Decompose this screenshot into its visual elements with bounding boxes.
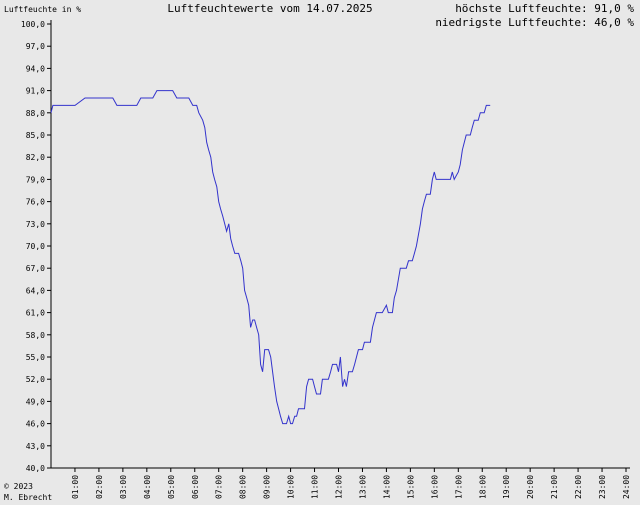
y-tick-label: 61,0 bbox=[26, 309, 45, 318]
y-tick-label: 55,0 bbox=[26, 353, 45, 362]
x-tick-label: 01:00 bbox=[71, 475, 80, 499]
y-axis-ticks: 100,0 97,0 94,0 91,0 88,0 85,0 82,0 79,0 76,0 73,… bbox=[21, 20, 51, 473]
x-tick-label: 16:00 bbox=[430, 475, 439, 499]
series-group bbox=[50, 90, 491, 425]
x-axis-ticks: 01:00 02:00 03:00 04:00 05:00 06:00 07:00 08:00… bbox=[71, 468, 631, 499]
y-tick-label: 82,0 bbox=[26, 153, 45, 162]
x-tick-label: 23:00 bbox=[598, 475, 607, 499]
copyright-year: © 2023 bbox=[4, 482, 33, 491]
x-tick-label: 19:00 bbox=[502, 475, 511, 499]
x-tick-label: 10:00 bbox=[287, 475, 296, 499]
x-tick-label: 14:00 bbox=[382, 475, 391, 499]
y-tick-label: 73,0 bbox=[26, 220, 45, 229]
chart-title: Luftfeuchtewerte vom 14.07.2025 bbox=[167, 2, 372, 15]
x-tick-label: 13:00 bbox=[358, 475, 367, 499]
y-tick-label: 64,0 bbox=[26, 286, 45, 295]
y-tick-label: 91,0 bbox=[26, 87, 45, 96]
x-tick-label: 11:00 bbox=[311, 475, 320, 499]
x-tick-label: 07:00 bbox=[215, 475, 224, 499]
y-tick-label: 49,0 bbox=[26, 397, 45, 406]
y-tick-label: 52,0 bbox=[26, 375, 45, 384]
x-tick-label: 17:00 bbox=[454, 475, 463, 499]
x-tick-label: 09:00 bbox=[263, 475, 272, 499]
x-tick-label: 04:00 bbox=[143, 475, 152, 499]
y-tick-label: 46,0 bbox=[26, 420, 45, 429]
y-tick-label: 43,0 bbox=[26, 442, 45, 451]
y-tick-label: 67,0 bbox=[26, 264, 45, 273]
x-tick-label: 08:00 bbox=[239, 475, 248, 499]
x-tick-label: 22:00 bbox=[574, 475, 583, 499]
y-tick-label: 88,0 bbox=[26, 109, 45, 118]
min-humidity-label: niedrigste Luftfeuchte: 46,0 % bbox=[435, 16, 634, 29]
x-tick-label: 05:00 bbox=[167, 475, 176, 499]
x-tick-label: 06:00 bbox=[191, 475, 200, 499]
y-tick-label: 70,0 bbox=[26, 242, 45, 251]
y-tick-label: 40,0 bbox=[26, 464, 45, 473]
y-tick-label: 94,0 bbox=[26, 64, 45, 73]
y-axis-label: Luftfeuchte in % bbox=[4, 5, 81, 14]
y-tick-label: 97,0 bbox=[26, 42, 45, 51]
x-tick-label: 12:00 bbox=[335, 475, 344, 499]
axes bbox=[50, 20, 630, 469]
y-tick-label: 58,0 bbox=[26, 331, 45, 340]
y-tick-label: 100,0 bbox=[21, 20, 45, 29]
x-tick-label: 15:00 bbox=[406, 475, 415, 499]
y-tick-label: 79,0 bbox=[26, 175, 45, 184]
y-tick-label: 76,0 bbox=[26, 198, 45, 207]
y-tick-label: 85,0 bbox=[26, 131, 45, 140]
x-tick-label: 20:00 bbox=[526, 475, 535, 499]
humidity-line-series bbox=[50, 90, 491, 425]
max-humidity-label: höchste Luftfeuchte: 91,0 % bbox=[455, 2, 634, 15]
copyright-author: M. Ebrecht bbox=[4, 493, 52, 502]
x-tick-label: 03:00 bbox=[119, 475, 128, 499]
x-tick-label: 24:00 bbox=[622, 475, 631, 499]
x-tick-label: 02:00 bbox=[95, 475, 104, 499]
x-tick-label: 21:00 bbox=[550, 475, 559, 499]
x-tick-label: 18:00 bbox=[478, 475, 487, 499]
